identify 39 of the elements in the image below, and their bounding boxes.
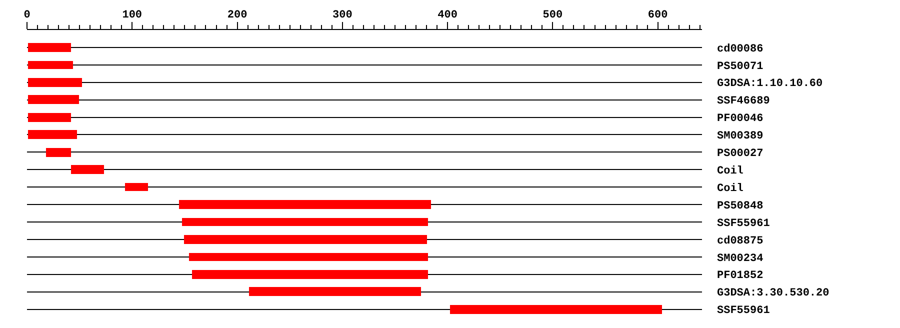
bar	[249, 287, 421, 296]
y-tick-label: PS00027	[717, 148, 764, 160]
bar	[71, 165, 104, 174]
y-tick-label: SSF55961	[717, 305, 770, 318]
bar	[125, 183, 148, 191]
bar	[184, 235, 427, 244]
bar	[192, 270, 428, 279]
x-tick-label: 0	[24, 10, 30, 22]
y-tick-label: PF01852	[717, 270, 764, 282]
y-tick-label: PF00046	[717, 113, 764, 126]
y-tick-label: Coil	[717, 182, 744, 195]
y-tick-label: SSF46689	[717, 96, 770, 108]
bar	[179, 200, 431, 209]
x-tick-label: 400	[438, 10, 458, 22]
bar	[28, 78, 82, 87]
bar	[46, 148, 71, 157]
y-tick-label: SSF55961	[717, 218, 770, 230]
bar	[28, 95, 79, 104]
x-tick-label: 200	[227, 10, 248, 22]
y-tick-label: PS50071	[717, 60, 764, 73]
bar	[182, 218, 428, 226]
y-tick-label: G3DSA:3.30.530.20	[717, 288, 830, 300]
x-tick-label: 500	[542, 10, 563, 22]
y-tick-label: PS50848	[717, 200, 764, 212]
bar	[28, 113, 71, 122]
bar	[28, 61, 73, 69]
x-tick-label: 300	[332, 10, 352, 22]
y-tick-label: SM00234	[717, 252, 764, 265]
bar	[28, 43, 71, 52]
y-tick-label: Coil	[717, 165, 744, 178]
y-tick-label: cd00086	[717, 43, 764, 56]
bar	[28, 130, 77, 139]
bar	[189, 253, 428, 261]
y-tick-label: SM00389	[717, 130, 764, 143]
y-tick-label: cd08875	[717, 235, 764, 248]
x-tick-label: 600	[648, 10, 668, 22]
y-tick-label: G3DSA:1.10.10.60	[717, 78, 823, 90]
x-tick-label: 100	[122, 10, 142, 22]
bar	[450, 305, 662, 314]
